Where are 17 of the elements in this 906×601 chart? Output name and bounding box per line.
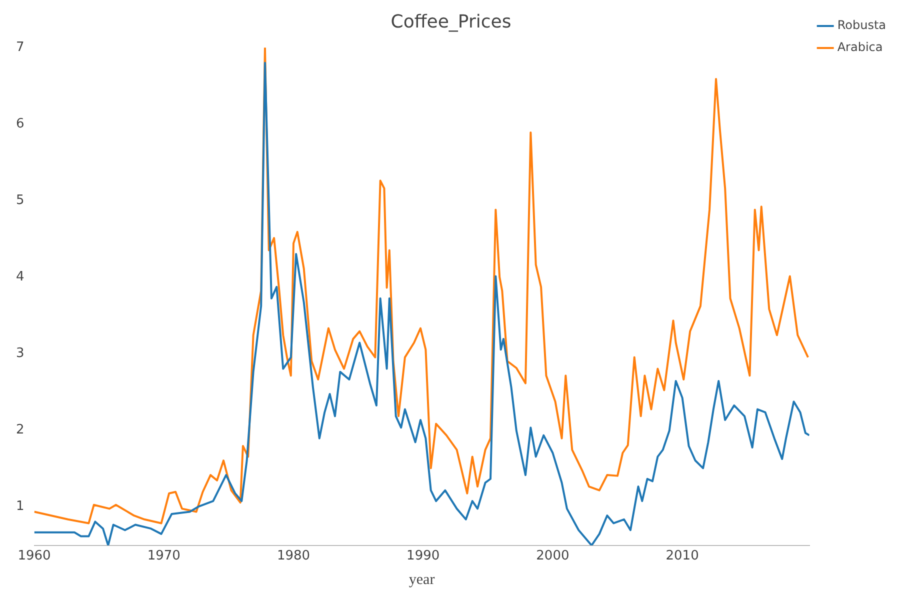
x-tick-label: 1980 — [276, 548, 310, 564]
y-tick-label: 5 — [16, 192, 24, 208]
y-tick-label: 7 — [16, 40, 24, 55]
x-tick-label: 1990 — [406, 548, 440, 564]
x-tick-label: 1970 — [147, 548, 180, 564]
chart-title: Coffee_Prices — [390, 11, 512, 32]
x-tick-label: 1960 — [18, 548, 51, 564]
x-tick-label: 2000 — [536, 548, 570, 564]
x-axis-title: year — [408, 572, 435, 588]
y-tick-label: 6 — [16, 116, 24, 132]
y-tick-label: 1 — [16, 498, 24, 514]
y-tick-label: 2 — [16, 422, 24, 438]
x-tick-label: 2010 — [666, 548, 699, 564]
y-tick-label: 3 — [16, 346, 24, 361]
legend-label: Robusta — [837, 18, 886, 32]
legend-label: Arabica — [837, 40, 883, 54]
y-tick-label: 4 — [16, 269, 24, 284]
